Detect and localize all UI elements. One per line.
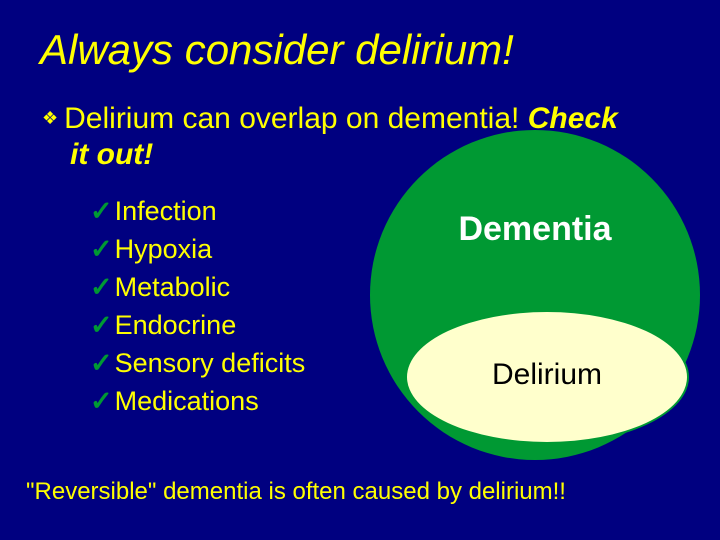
checklist-item-label: Metabolic — [115, 272, 231, 302]
slide: Always consider delirium! ❖ Delirium can … — [0, 0, 720, 540]
checklist-item: ✓Medications — [90, 382, 305, 420]
checklist-item: ✓Sensory deficits — [90, 344, 305, 382]
checklist-item-label: Medications — [115, 386, 259, 416]
delirium-label: Delirium — [407, 358, 687, 392]
subtitle-line2: it out! — [70, 138, 153, 172]
dementia-label: Dementia — [370, 210, 700, 249]
checklist-item-label: Hypoxia — [115, 234, 213, 264]
slide-title: Always consider delirium! — [40, 26, 514, 74]
check-icon: ✓ — [90, 386, 113, 416]
checklist-item: ✓Hypoxia — [90, 230, 305, 268]
diamond-bullet-icon: ❖ — [42, 108, 58, 129]
check-icon: ✓ — [90, 348, 113, 378]
check-icon: ✓ — [90, 234, 113, 264]
check-icon: ✓ — [90, 310, 113, 340]
subtitle-emphasis-part2: it out! — [70, 138, 153, 171]
check-icon: ✓ — [90, 272, 113, 302]
check-icon: ✓ — [90, 196, 113, 226]
checklist-item: ✓Metabolic — [90, 268, 305, 306]
subtitle-plain: Delirium can overlap on dementia! — [64, 102, 528, 135]
footer-text: "Reversible" dementia is often caused by… — [26, 478, 566, 506]
checklist: ✓Infection✓Hypoxia✓Metabolic✓Endocrine✓S… — [90, 192, 305, 420]
delirium-oval: Delirium — [405, 310, 689, 444]
checklist-item-label: Endocrine — [115, 310, 237, 340]
checklist-item-label: Infection — [115, 196, 217, 226]
checklist-item-label: Sensory deficits — [115, 348, 306, 378]
checklist-item: ✓Infection — [90, 192, 305, 230]
checklist-item: ✓Endocrine — [90, 306, 305, 344]
